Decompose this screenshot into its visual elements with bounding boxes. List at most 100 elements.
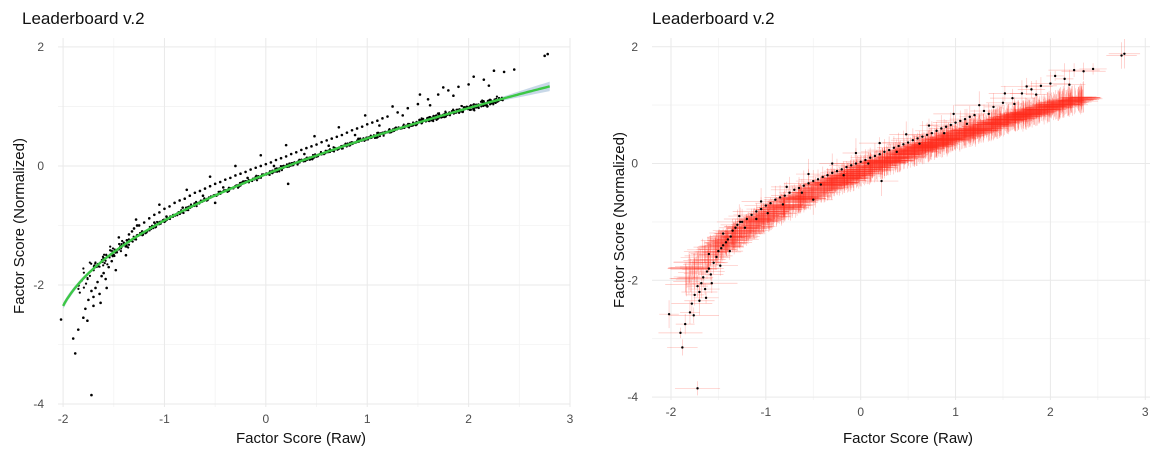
left-data-point [477,106,480,110]
left-data-point [127,233,131,236]
left-chart-panel: -2 -1 0 1 2 3 -4 -2 0 2 Leaderboard v.2 Factor Sc… [0,0,580,450]
left-data-point [396,111,399,114]
left-data-point [183,197,187,200]
right-data-point [769,202,772,205]
right-data-point [840,168,843,171]
left-data-point [201,194,205,198]
left-data-point [269,161,273,164]
right-x-axis-title: Factor Score (Raw) [843,430,973,447]
right-data-point [1030,88,1033,91]
left-data-point [77,287,80,290]
left-data-point [132,227,136,230]
right-data-point [684,322,687,326]
right-data-point [696,284,699,288]
left-data-point [213,182,217,186]
left-data-point [482,100,485,103]
left-data-point [181,206,185,209]
right-data-point [783,194,786,197]
left-data-point [109,245,112,248]
right-data-point [679,331,682,335]
right-data-point [734,226,737,229]
left-data-point [88,274,92,278]
left-data-point [173,201,176,205]
right-data-point [1039,84,1043,88]
left-data-point [378,124,381,127]
right-data-point [800,191,804,194]
right-data-point [1063,77,1066,81]
right-data-point [755,217,758,221]
left-data-point [87,298,90,302]
left-data-point [92,295,95,299]
left-data-point [188,194,192,198]
right-data-point [927,124,931,127]
right-data-point [883,150,886,154]
right-data-point [959,119,962,123]
right-data-point [667,312,671,316]
left-data-point [472,75,475,78]
left-data-point [119,249,123,253]
right-data-point [1091,67,1095,71]
right-data-point [867,162,870,165]
right-y-tick-label: 2 [631,40,638,54]
left-y-axis-title: Factor Score (Normalized) [11,138,28,314]
left-data-point [330,137,334,140]
right-chart-title: Leaderboard v.2 [652,9,775,28]
right-data-point [715,255,718,259]
right-data-point [759,207,763,211]
right-data-point [690,302,694,305]
right-data-point [902,143,905,146]
right-x-tick-label: 1 [952,405,959,419]
left-data-point [284,155,288,158]
left-data-point [213,201,217,205]
right-data-point [778,196,782,199]
left-fit-band [63,81,550,309]
left-data-point [122,241,125,244]
left-data-point [386,115,389,118]
left-data-point [127,243,131,246]
left-fit-band-area [63,81,550,309]
right-data-point [942,131,946,135]
right-data-point [750,213,753,217]
left-data-point [543,54,546,58]
right-data-point [1003,92,1007,95]
left-data-point [381,117,384,120]
left-data-point [512,68,516,71]
right-x-tick-label: -1 [760,405,771,419]
right-data-point [973,113,976,117]
left-data-point [300,148,303,152]
left-data-point [482,78,486,81]
right-data-point [864,158,867,162]
right-data-points [667,52,1126,390]
left-data-point [73,352,77,355]
left-data-point [178,199,181,202]
left-data-point [82,267,85,270]
left-data-point [492,103,495,106]
left-data-point [422,117,425,120]
left-data-point [135,238,138,241]
left-data-point [313,134,316,138]
right-data-point [781,203,785,206]
right-data-point [692,314,695,317]
left-data-point [246,176,249,180]
left-data-point [111,255,114,258]
left-data-point [103,261,106,265]
right-data-point [921,135,924,138]
right-data-point [700,282,703,285]
left-x-tick-label: 0 [262,412,269,426]
left-data-point [92,304,95,308]
right-data-point [905,133,908,136]
right-data-point [702,276,705,279]
left-data-point [416,102,420,106]
left-data-point [315,143,318,146]
left-data-point [127,246,130,249]
right-data-point [721,244,725,247]
left-data-point [223,178,227,181]
right-data-point [710,282,713,285]
left-data-point [158,203,161,206]
right-data-point [797,186,801,190]
right-data-point [712,261,715,264]
left-x-axis-title: Factor Score (Raw) [236,430,366,447]
left-data-point [124,253,128,257]
right-data-point [1025,85,1028,88]
right-data-point [1053,74,1057,78]
